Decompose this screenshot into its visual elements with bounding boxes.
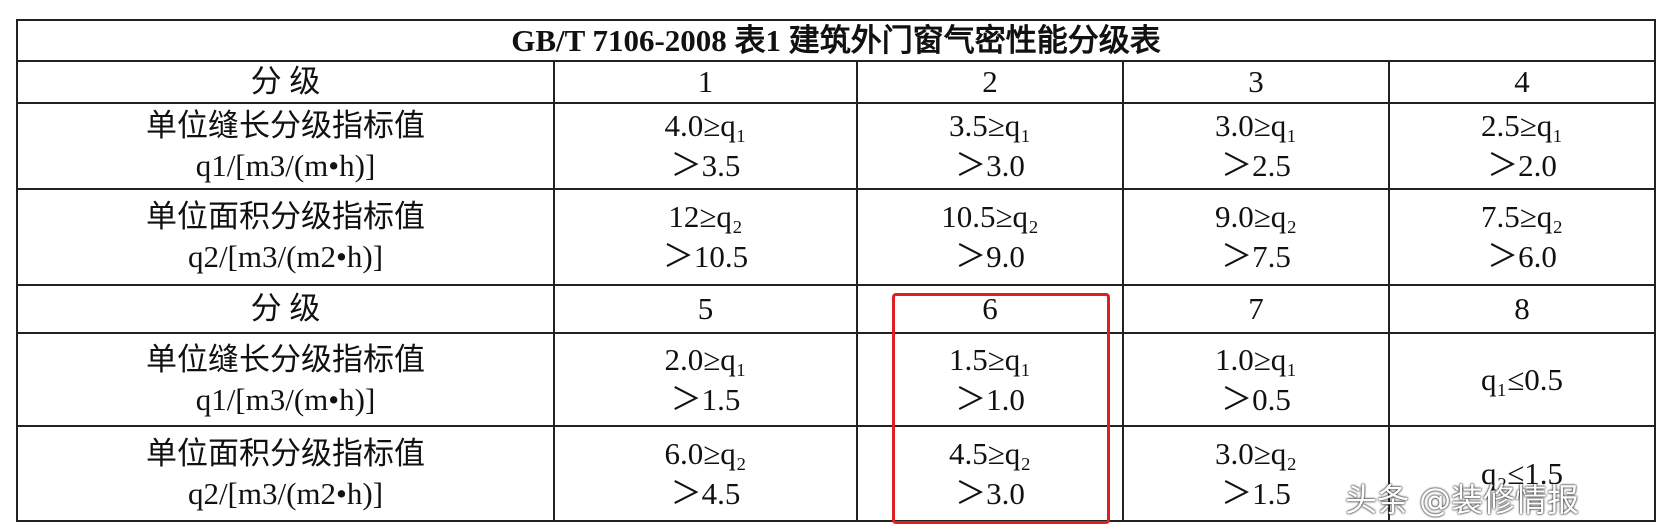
- cell-line: 1.0≥q₁: [1214, 341, 1298, 377]
- cell-line: ＞3.5: [670, 148, 741, 183]
- cell-line: ＞6.0: [1487, 239, 1557, 274]
- cell-line: 2.5≥q₁: [1480, 108, 1564, 143]
- table-row: 单位缝长分级指标值 q1/[m3/(m•h)] 4.0≥q₁ ＞3.5 3.5≥q₁ ＞3…: [16, 102, 1657, 190]
- highlight-box: [892, 293, 1110, 524]
- cell-line: q₂≤1.5: [1480, 455, 1564, 491]
- table-cell: 7: [1122, 284, 1390, 334]
- table-row: 分 级 5 6 7 8: [16, 284, 1657, 334]
- cell-line: 9.0≥q₂: [1214, 199, 1298, 234]
- row-label: 分 级: [16, 284, 555, 334]
- table-row: 分 级 1 2 3 4: [16, 60, 1657, 104]
- cell-line: q2/[m3/(m2•h)]: [187, 475, 384, 511]
- row-label: 单位面积分级指标值 q2/[m3/(m2•h)]: [16, 425, 555, 522]
- table-cell: 1: [553, 60, 858, 104]
- cell-line: ＞3.0: [955, 475, 1025, 511]
- cell-line: 分 级: [250, 291, 321, 326]
- table-cell: q₂≤1.5: [1387, 425, 1657, 522]
- table-cell: 6.0≥q₂ ＞4.5: [553, 425, 858, 522]
- cell-line: 2.0≥q₁: [664, 341, 747, 377]
- table-cell: 4.5≥q₂ ＞3.0: [856, 425, 1124, 522]
- cell-line: ＞2.5: [1221, 148, 1291, 183]
- row-label: 单位面积分级指标值 q2/[m3/(m2•h)]: [16, 188, 555, 286]
- table-cell: 1.0≥q₁ ＞0.5: [1122, 332, 1390, 427]
- cell-line: 7: [1248, 291, 1264, 326]
- cell-line: ＞7.5: [1221, 239, 1291, 274]
- cell-line: 7.5≥q₂: [1480, 199, 1564, 234]
- row-label: 单位缝长分级指标值 q1/[m3/(m•h)]: [16, 332, 555, 427]
- cell-line: 4.0≥q₁: [664, 108, 747, 143]
- table-cell: 7.5≥q₂ ＞6.0: [1387, 188, 1657, 286]
- cell-line: ＞4.5: [670, 475, 741, 511]
- cell-line: ＞0.5: [1221, 381, 1291, 417]
- cell-line: ＞10.5: [662, 239, 749, 274]
- table-cell: 3: [1122, 60, 1390, 104]
- table-cell: 4: [1387, 60, 1657, 104]
- cell-line: 单位缝长分级指标值: [146, 341, 425, 377]
- table-cell: 1.5≥q₁ ＞1.0: [856, 332, 1124, 427]
- table-cell: 2.5≥q₁ ＞2.0: [1387, 102, 1657, 190]
- table-cell: 12≥q₂ ＞10.5: [553, 188, 858, 286]
- table-cell: 3.5≥q₁ ＞3.0: [856, 102, 1124, 190]
- table-row: 单位缝长分级指标值 q1/[m3/(m•h)] 2.0≥q₁ ＞1.5 1.5≥q₁ ＞1…: [16, 332, 1657, 427]
- cell-line: q1/[m3/(m•h)]: [195, 381, 376, 417]
- cell-line: 3.5≥q₁: [948, 108, 1032, 143]
- cell-line: 4: [1514, 64, 1530, 99]
- watermark: 头条 @装修情报: [1345, 481, 1580, 519]
- table-cell: 9.0≥q₂ ＞7.5: [1122, 188, 1390, 286]
- cell-line: 单位面积分级指标值: [146, 199, 425, 234]
- cell-line: 单位缝长分级指标值: [146, 108, 425, 143]
- cell-line: 2: [982, 64, 998, 99]
- table-cell: 2: [856, 60, 1124, 104]
- cell-line: 1: [697, 64, 714, 99]
- table-cell: 3.0≥q₂ ＞1.5: [1122, 425, 1390, 522]
- cell-line: ＞1.0: [955, 381, 1025, 417]
- row-label: 单位缝长分级指标值 q1/[m3/(m•h)]: [16, 102, 555, 190]
- table-cell: 6: [856, 284, 1124, 334]
- cell-line: ＞1.5: [670, 381, 741, 417]
- cell-line: 4.5≥q₂: [948, 435, 1032, 471]
- cell-line: ＞2.0: [1487, 148, 1557, 183]
- cell-line: 分 级: [250, 64, 321, 99]
- grade-table: GB/T 7106-2008 表1 建筑外门窗气密性能分级表 分 级 1 2 3 4 单位…: [15, 19, 1657, 522]
- table-cell: 4.0≥q₁ ＞3.5: [553, 102, 858, 190]
- table-row: 单位面积分级指标值 q2/[m3/(m2•h)] 6.0≥q₂ ＞4.5 4.5≥q₂ ＞…: [16, 425, 1657, 522]
- table-cell: 8: [1387, 284, 1657, 334]
- table-row: 单位面积分级指标值 q2/[m3/(m2•h)] 12≥q₂ ＞10.5 10.5≥q₂…: [16, 188, 1657, 286]
- cell-line: q1/[m3/(m•h)]: [195, 148, 376, 183]
- cell-line: ＞3.0: [955, 148, 1025, 183]
- table-cell: 3.0≥q₁ ＞2.5: [1122, 102, 1390, 190]
- cell-line: q₁≤0.5: [1480, 361, 1564, 397]
- cell-line: 12≥q₂: [668, 199, 743, 234]
- cell-line: 6.0≥q₂: [664, 435, 747, 471]
- table-cell: 2.0≥q₁ ＞1.5: [553, 332, 858, 427]
- cell-line: ＞9.0: [955, 239, 1025, 274]
- table-cell: 5: [553, 284, 858, 334]
- cell-line: 3.0≥q₂: [1214, 435, 1298, 471]
- cell-line: 5: [697, 291, 714, 326]
- table-cell: 10.5≥q₂ ＞9.0: [856, 188, 1124, 286]
- cell-line: 10.5≥q₂: [941, 199, 1039, 234]
- table-title: GB/T 7106-2008 表1 建筑外门窗气密性能分级表: [15, 19, 1657, 62]
- cell-line: 3.0≥q₁: [1214, 108, 1298, 143]
- cell-line: 1.5≥q₁: [948, 341, 1032, 377]
- cell-line: 单位面积分级指标值: [146, 435, 425, 471]
- cell-line: 6: [982, 291, 998, 326]
- row-label: 分 级: [16, 60, 555, 104]
- cell-line: q2/[m3/(m2•h)]: [187, 239, 384, 274]
- table-cell: q₁≤0.5: [1387, 332, 1657, 427]
- cell-line: 8: [1514, 291, 1530, 326]
- cell-line: 3: [1248, 64, 1264, 99]
- cell-line: ＞1.5: [1221, 475, 1291, 511]
